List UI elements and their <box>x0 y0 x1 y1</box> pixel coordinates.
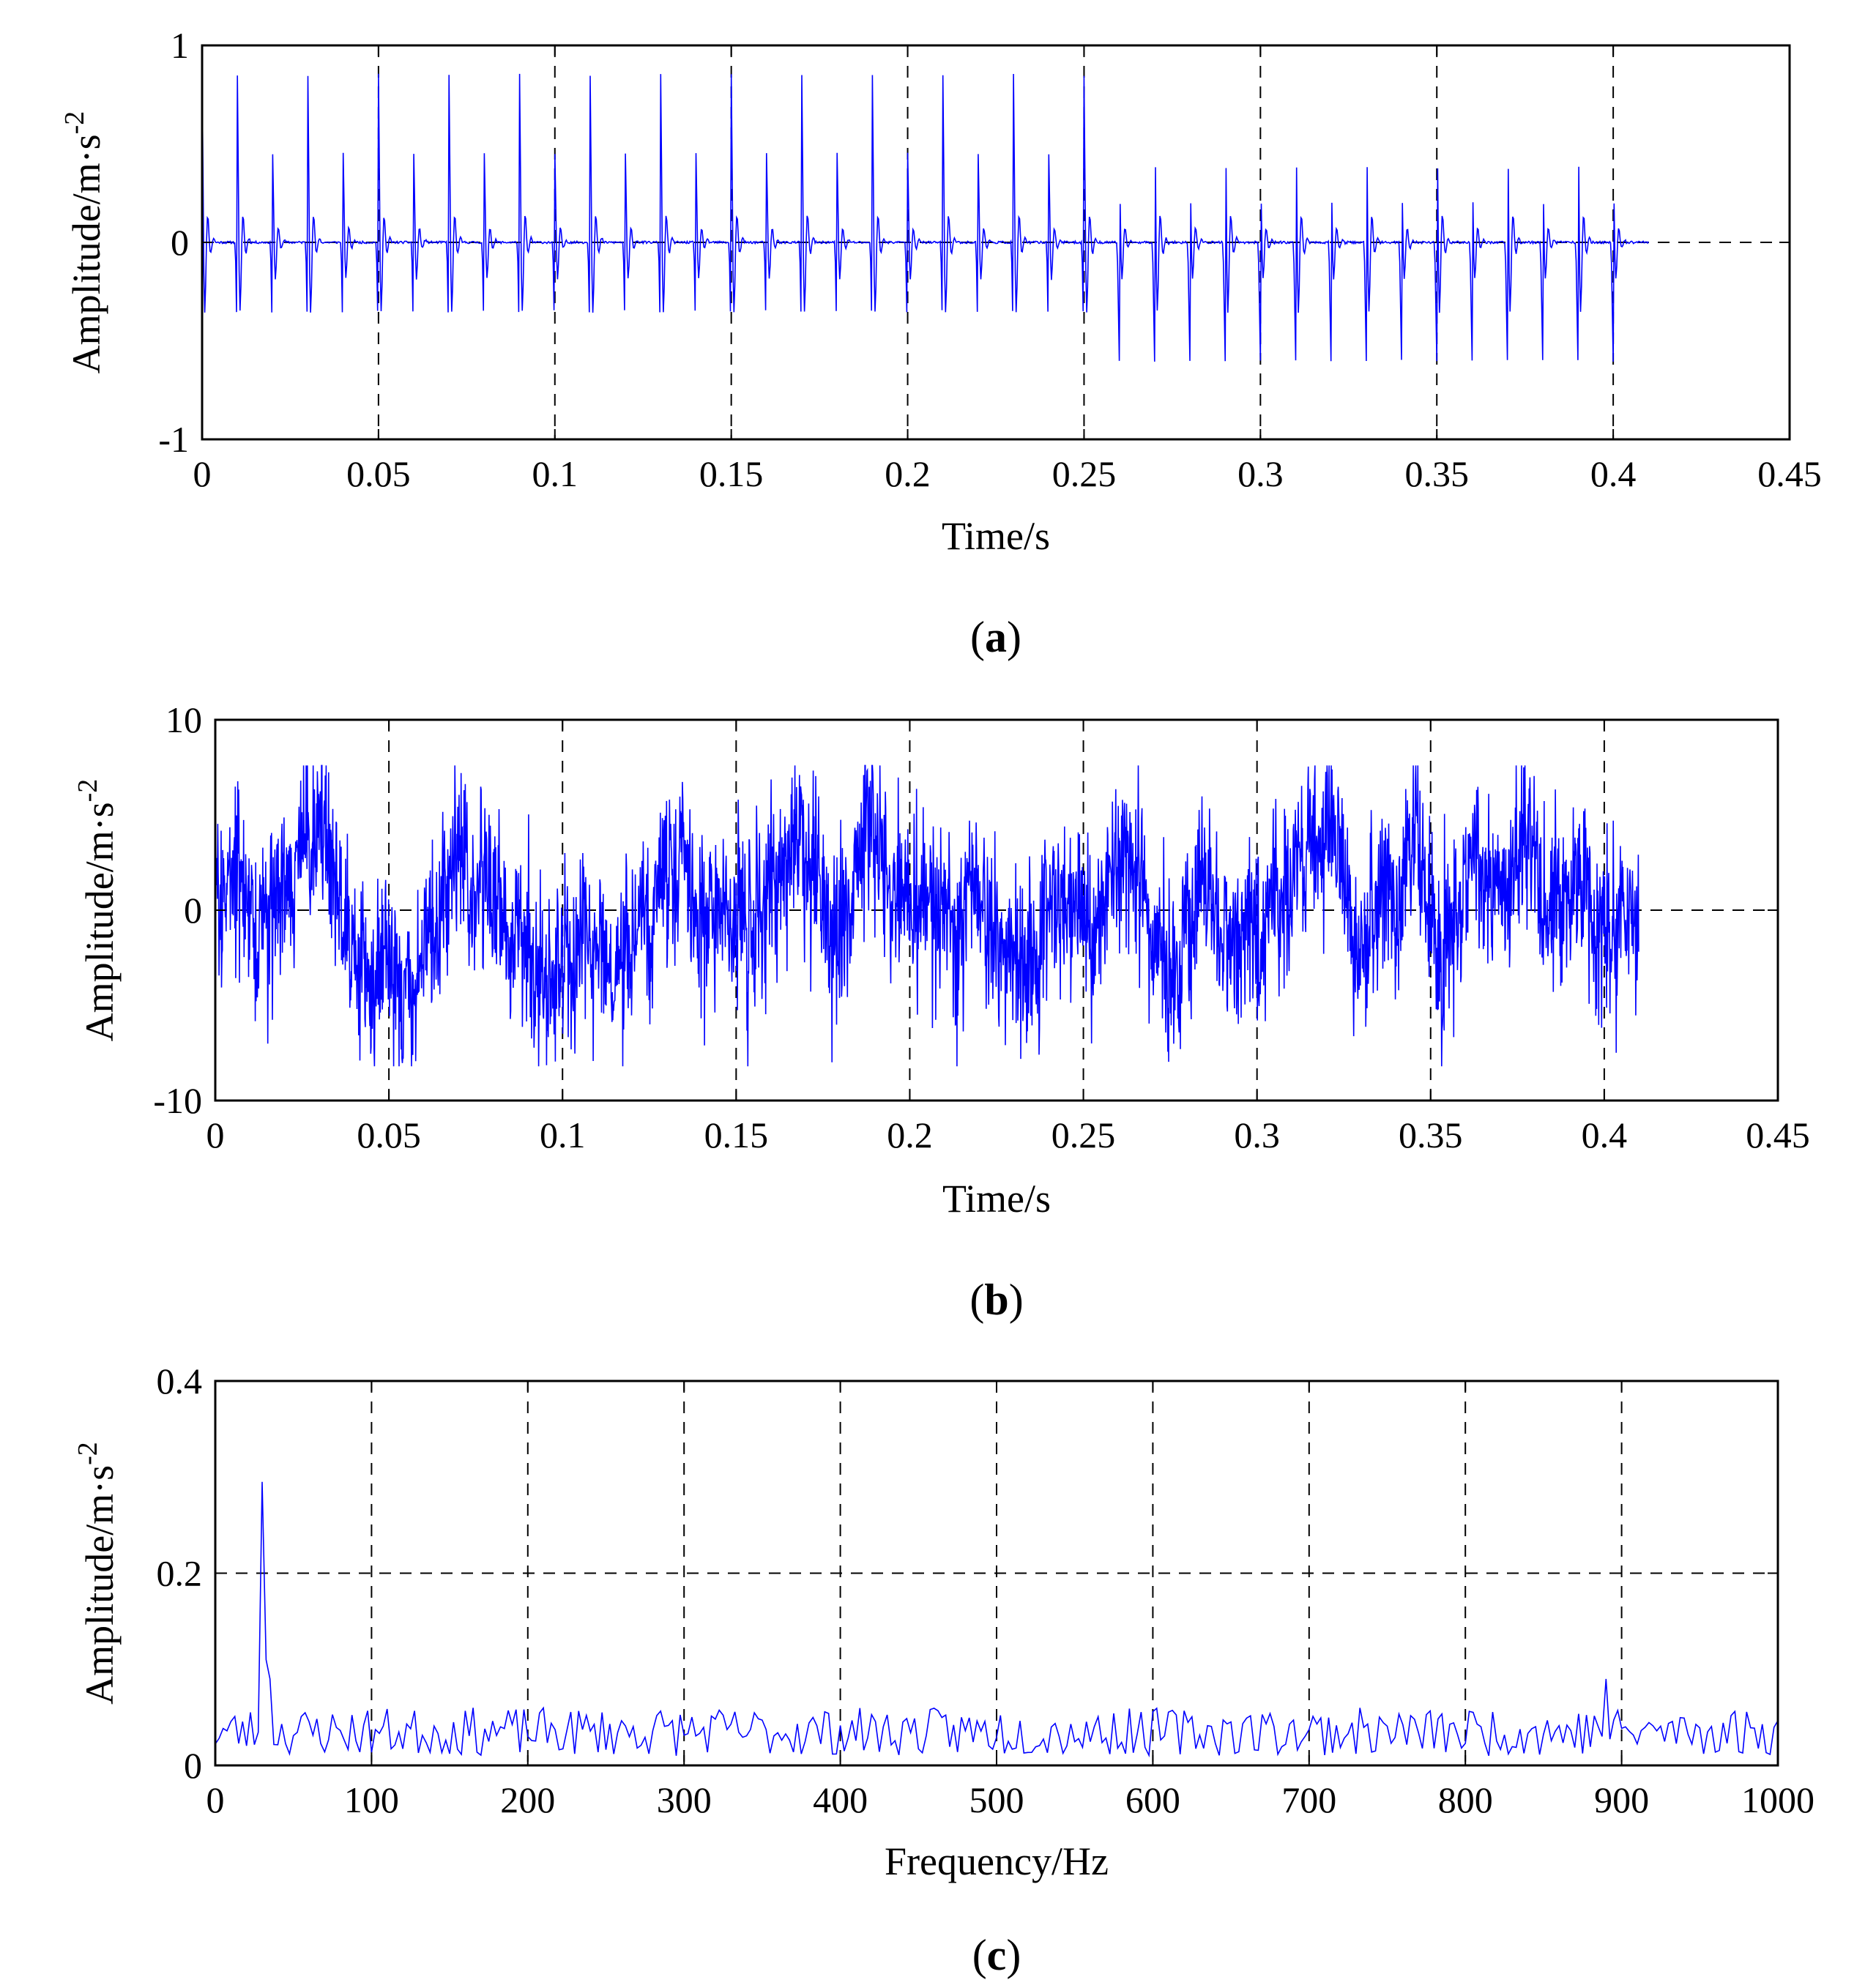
x-tick-label: 0 <box>206 1779 225 1820</box>
x-tick-label: 800 <box>1438 1779 1493 1820</box>
x-tick-label: 0 <box>206 1114 225 1155</box>
x-tick-label: 100 <box>344 1779 399 1820</box>
x-tick-label: 0.1 <box>532 453 578 494</box>
ticks-a: 0 0.05 0.1 0.15 0.2 0.25 0.3 0.35 0.4 0.45-101 <box>158 25 1821 494</box>
panel-caption-letter-a: a <box>985 613 1007 661</box>
y-tick-label: 1 <box>171 25 189 66</box>
x-tick-label: 0.3 <box>1237 453 1284 494</box>
x-tick-label: 0.05 <box>357 1114 421 1155</box>
x-tick-label: 400 <box>813 1779 868 1820</box>
x-tick-label: 0.15 <box>704 1114 769 1155</box>
x-tick-label: 0.15 <box>699 453 764 494</box>
y-axis-label-a: Amplitude/m·s-2 <box>59 111 108 374</box>
series-b <box>215 764 1639 1067</box>
x-tick-label: 0.4 <box>1590 453 1637 494</box>
x-tick-label: 700 <box>1281 1779 1336 1820</box>
y-axis-label-c: Amplitude/m·s-2 <box>72 1442 122 1705</box>
y-tick-label: 0.2 <box>157 1553 203 1594</box>
y-axis-label-exponent-a: -2 <box>59 111 90 135</box>
x-tick-label: 0.3 <box>1234 1114 1280 1155</box>
x-axis-label-b: Time/s <box>942 1177 1051 1221</box>
x-tick-label: 0.1 <box>540 1114 586 1155</box>
x-tick-label: 0.45 <box>1757 453 1822 494</box>
x-axis-label-c: Frequency/Hz <box>885 1839 1109 1883</box>
x-tick-label: 500 <box>969 1779 1024 1820</box>
panel-caption-letter-c: c <box>987 1931 1007 1979</box>
x-axis-label-a: Time/s <box>942 514 1050 558</box>
x-tick-label: 0.25 <box>1051 1114 1116 1155</box>
y-axis-label-text-c: Amplitude/m·s <box>78 1465 122 1705</box>
x-tick-label: 0.35 <box>1404 453 1469 494</box>
series-c <box>215 1481 1779 1758</box>
chart-panel-a: 0 0.05 0.1 0.15 0.2 0.25 0.3 0.35 0.4 0.45-101 Ti… <box>59 25 1822 661</box>
y-tick-label: 0.4 <box>157 1360 203 1401</box>
y-tick-label: 0 <box>184 1745 202 1786</box>
x-tick-label: 1000 <box>1741 1779 1814 1820</box>
x-tick-label: 300 <box>657 1779 712 1820</box>
panel-caption-a: (a) <box>970 613 1021 661</box>
y-tick-label: 10 <box>165 699 202 740</box>
x-tick-label: 0.45 <box>1746 1114 1810 1155</box>
series-line-c <box>215 1481 1779 1758</box>
y-tick-label: 0 <box>171 222 189 263</box>
panel-caption-letter-b: b <box>984 1276 1008 1324</box>
x-tick-label: 0.25 <box>1052 453 1117 494</box>
y-axis-label-text-a: Amplitude/m·s <box>64 134 108 373</box>
x-tick-label: 900 <box>1594 1779 1649 1820</box>
y-tick-label: -1 <box>158 419 189 460</box>
x-tick-label: 0.2 <box>887 1114 933 1155</box>
x-tick-label: 0 <box>193 453 212 494</box>
x-tick-label: 0.4 <box>1582 1114 1628 1155</box>
ticks-c: 0 100 200 300 400 500 600 700 800 900 1000 0 0.2 0.4 <box>157 1360 1815 1820</box>
chart-panel-b: 0 0.05 0.1 0.15 0.2 0.25 0.3 0.35 0.4 0.45-10010 … <box>72 699 1810 1324</box>
y-axis-label-b: Amplitude/m·s-2 <box>72 779 122 1042</box>
y-axis-label-exponent-b: -2 <box>72 779 103 803</box>
y-axis-label-text-b: Amplitude/m·s <box>78 802 122 1041</box>
x-tick-label: 0.2 <box>885 453 931 494</box>
panel-caption-b: (b) <box>969 1276 1023 1324</box>
y-axis-label-exponent-c: -2 <box>72 1442 103 1465</box>
y-tick-label: 0 <box>184 890 202 931</box>
x-tick-label: 0.05 <box>346 453 411 494</box>
x-tick-label: 600 <box>1125 1779 1180 1820</box>
y-tick-label: -10 <box>153 1080 202 1121</box>
x-tick-label: 0.35 <box>1399 1114 1463 1155</box>
x-tick-label: 200 <box>500 1779 555 1820</box>
panel-caption-c: (c) <box>972 1931 1021 1979</box>
series-a <box>201 73 1649 362</box>
series-line-a <box>201 73 1649 362</box>
chart-panel-c: 0 100 200 300 400 500 600 700 800 900 100000.20.4 … <box>72 1360 1814 1979</box>
series-line-b <box>215 764 1639 1067</box>
